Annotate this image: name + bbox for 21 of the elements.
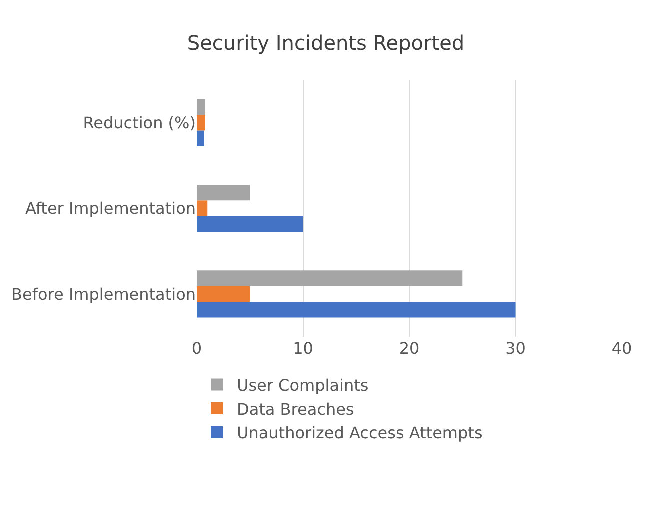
- y-tick-label: Before Implementation: [12, 284, 196, 304]
- x-tick-label: 0: [192, 339, 202, 358]
- x-tick-label: 30: [506, 339, 526, 358]
- legend-label: User Complaints: [237, 376, 369, 395]
- bar: [197, 130, 204, 146]
- legend-label: Data Breaches: [237, 400, 354, 419]
- bar: [197, 99, 206, 115]
- bar: [197, 302, 516, 318]
- x-tick-label: 40: [612, 339, 632, 358]
- bar: [197, 270, 463, 286]
- chart-title: Security Incidents Reported: [187, 31, 465, 56]
- y-tick-label: After Implementation: [25, 199, 196, 218]
- bar: [197, 184, 250, 201]
- y-tick-label: Reduction (%): [83, 113, 196, 132]
- x-tick-label: 20: [399, 339, 420, 358]
- legend-label: Unauthorized Access Attempts: [237, 424, 483, 443]
- x-tick-label: 10: [293, 339, 314, 358]
- bar: [197, 114, 206, 131]
- bar: [197, 200, 208, 216]
- bar: [197, 216, 304, 232]
- bar: [197, 286, 250, 302]
